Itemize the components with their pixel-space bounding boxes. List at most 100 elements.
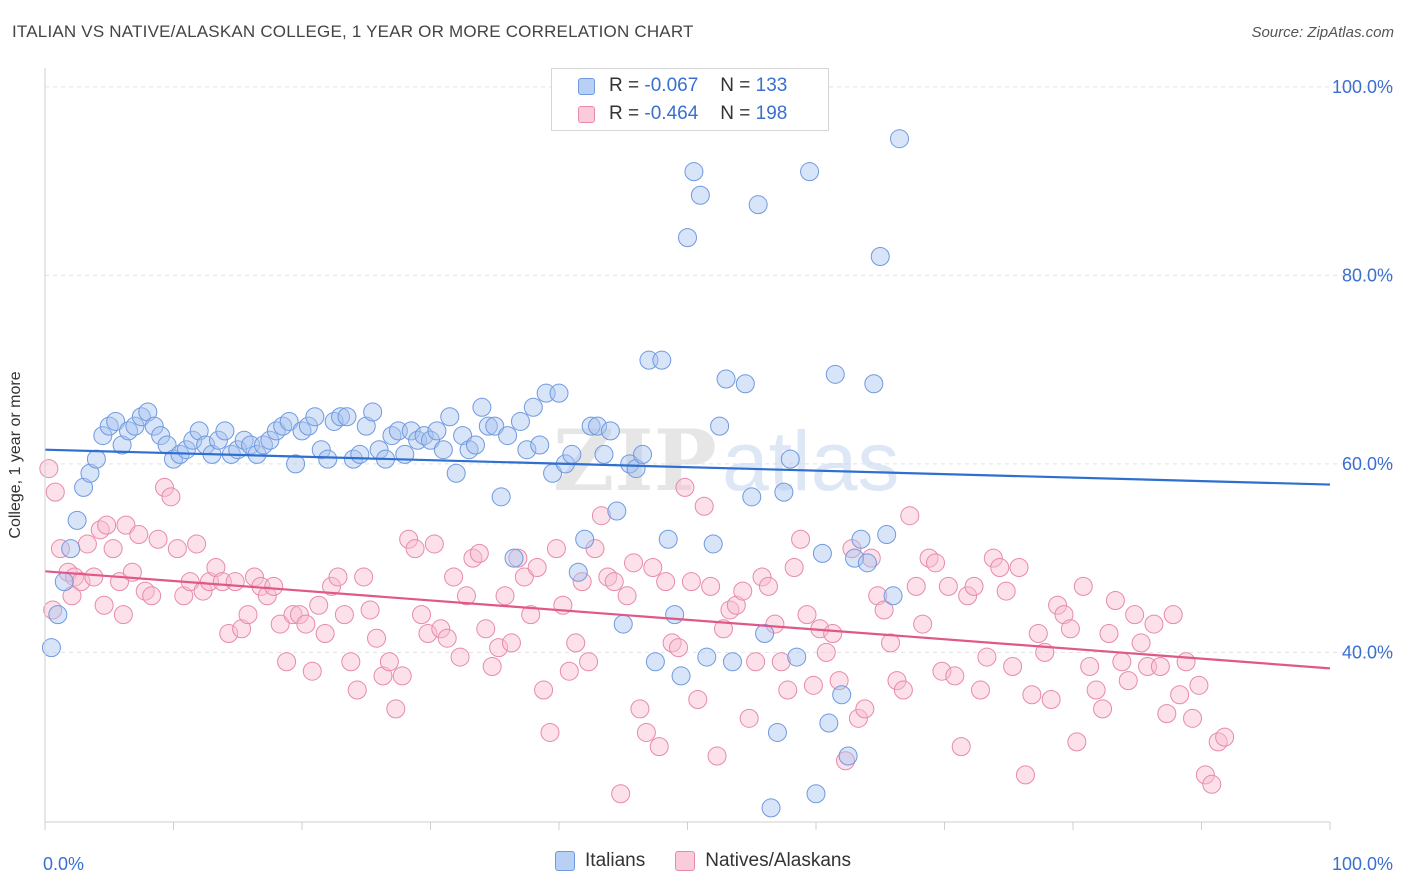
data-point xyxy=(360,600,380,620)
data-point xyxy=(906,576,926,596)
data-point xyxy=(771,652,791,672)
data-point xyxy=(825,364,845,384)
data-point xyxy=(1170,685,1190,705)
data-point xyxy=(1086,680,1106,700)
data-point xyxy=(1144,614,1164,634)
y-tick-label: 60.0% xyxy=(1342,454,1393,474)
data-point xyxy=(334,605,354,625)
data-point xyxy=(746,652,766,672)
data-point xyxy=(546,539,566,559)
data-point xyxy=(373,666,393,686)
data-point xyxy=(1009,558,1029,578)
data-point xyxy=(189,421,209,441)
data-point xyxy=(893,680,913,700)
data-point xyxy=(534,680,554,700)
legend-n-value: 198 xyxy=(755,103,788,124)
data-point xyxy=(260,430,280,450)
data-point xyxy=(193,581,213,601)
data-point xyxy=(322,576,342,596)
legend-label-natives: Natives/Alaskans xyxy=(705,850,851,871)
data-point xyxy=(1195,765,1215,785)
data-point xyxy=(54,572,74,592)
legend-swatch-natives xyxy=(578,105,595,123)
data-point xyxy=(1060,619,1080,639)
data-point xyxy=(649,737,669,757)
data-point xyxy=(780,449,800,469)
legend-item-natives[interactable]: Natives/Alaskans xyxy=(675,850,851,872)
data-point xyxy=(970,680,990,700)
legend-n-label: N = xyxy=(720,75,751,96)
data-point xyxy=(495,586,515,606)
data-point xyxy=(142,586,162,606)
data-point xyxy=(45,482,65,502)
data-point xyxy=(225,572,245,592)
data-point xyxy=(412,605,432,625)
data-point xyxy=(645,652,665,672)
chart-title: ITALIAN VS NATIVE/ALASKAN COLLEGE, 1 YEA… xyxy=(12,22,694,41)
data-point xyxy=(450,647,470,667)
x-tick-label-left: 0.0% xyxy=(43,854,84,874)
trend-lines xyxy=(44,448,1331,670)
data-point xyxy=(478,416,498,436)
data-point xyxy=(572,572,592,592)
data-point xyxy=(1099,624,1119,643)
data-point xyxy=(690,185,710,205)
x-tick-label-right: 100.0% xyxy=(1332,854,1393,874)
data-point xyxy=(311,440,331,460)
data-point xyxy=(778,680,798,700)
legend-n-label: N = xyxy=(720,103,751,124)
series-natives-points xyxy=(39,459,1235,804)
data-point xyxy=(298,416,318,436)
data-point xyxy=(489,638,509,658)
data-point xyxy=(604,572,624,592)
data-point xyxy=(238,605,258,625)
data-point xyxy=(877,525,897,545)
data-point xyxy=(337,407,357,427)
data-point xyxy=(752,567,772,587)
legend-swatch-italians xyxy=(578,77,595,95)
data-point xyxy=(1189,675,1209,695)
data-point xyxy=(857,553,877,573)
data-point xyxy=(50,539,70,559)
watermark-zip: ZIP xyxy=(553,411,717,510)
data-point xyxy=(215,421,235,441)
data-point xyxy=(581,416,601,436)
data-point xyxy=(93,426,113,446)
data-point xyxy=(694,496,714,516)
data-point xyxy=(350,444,370,464)
data-point xyxy=(433,440,453,460)
data-point xyxy=(774,482,794,502)
legend-item-italians[interactable]: Italians xyxy=(555,850,645,872)
data-point xyxy=(624,553,644,573)
data-point xyxy=(1176,652,1196,672)
tick-labels: 40.0% 60.0% 80.0% 100.0% 0.0% 100.0% xyxy=(43,77,1393,874)
correlation-legend: R = -0.067 N = 133 R = -0.464 N = 198 xyxy=(551,68,829,131)
data-point xyxy=(540,722,560,742)
data-point xyxy=(887,671,907,691)
data-point xyxy=(1118,671,1138,691)
data-point xyxy=(549,383,569,403)
data-point xyxy=(633,444,653,464)
data-point xyxy=(1093,699,1113,719)
data-point xyxy=(71,572,91,592)
trend-line xyxy=(44,448,1331,486)
data-point xyxy=(652,350,672,370)
data-point xyxy=(289,605,309,625)
data-point xyxy=(913,614,933,634)
data-point xyxy=(431,619,451,639)
data-point xyxy=(977,647,997,667)
data-point xyxy=(125,416,145,436)
data-point xyxy=(219,624,239,643)
data-point xyxy=(1054,605,1074,625)
data-point xyxy=(80,463,100,483)
data-point xyxy=(566,633,586,653)
data-point xyxy=(678,228,697,248)
data-point xyxy=(726,595,746,615)
data-point xyxy=(665,605,685,625)
data-point xyxy=(74,477,94,497)
data-point xyxy=(761,798,781,818)
data-point xyxy=(354,567,374,587)
data-point xyxy=(491,487,511,507)
data-point xyxy=(707,746,727,766)
